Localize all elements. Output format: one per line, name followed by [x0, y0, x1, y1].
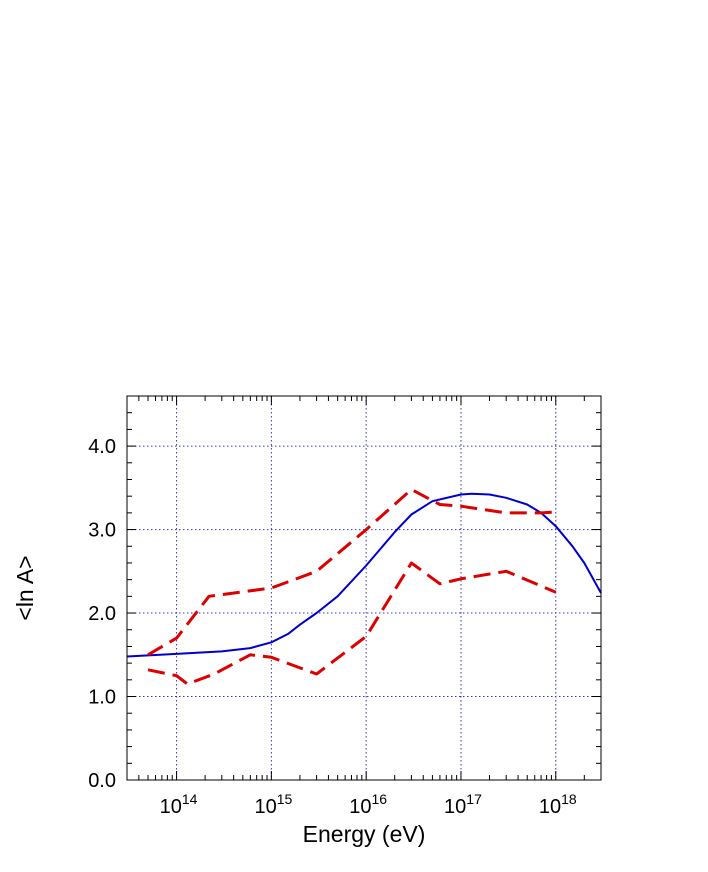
y-tick-label: 1.0: [88, 687, 116, 709]
dashed-series-line-2: [147, 561, 557, 686]
x-tick-label: 1017: [444, 791, 482, 818]
solid-series-line-0: [126, 492, 602, 658]
plot-frame: [126, 395, 602, 781]
y-tick-label: 3.0: [88, 520, 116, 542]
y-tick-label: 2.0: [88, 603, 116, 625]
x-tick-label: 1014: [160, 791, 198, 818]
y-tick-label: 0.0: [88, 770, 116, 792]
y-tick-label: 4.0: [88, 436, 116, 458]
x-tick-label: 1016: [349, 791, 387, 818]
minor-ticks: [126, 395, 602, 781]
x-axis-title: Energy (eV): [303, 821, 426, 847]
dashed-series-line-1: [147, 488, 556, 657]
y-axis-title: <ln A>: [12, 555, 38, 620]
grid-lines: [127, 396, 601, 780]
y-tick-labels: 0.0 1.0 2.0 3.0 4.0: [88, 436, 116, 792]
x-tick-labels: 1014 1015 1016 1017 1018: [160, 791, 577, 818]
x-tick-label: 1015: [254, 791, 292, 818]
series-group: [126, 488, 602, 686]
x-tick-label: 1018: [539, 791, 577, 818]
